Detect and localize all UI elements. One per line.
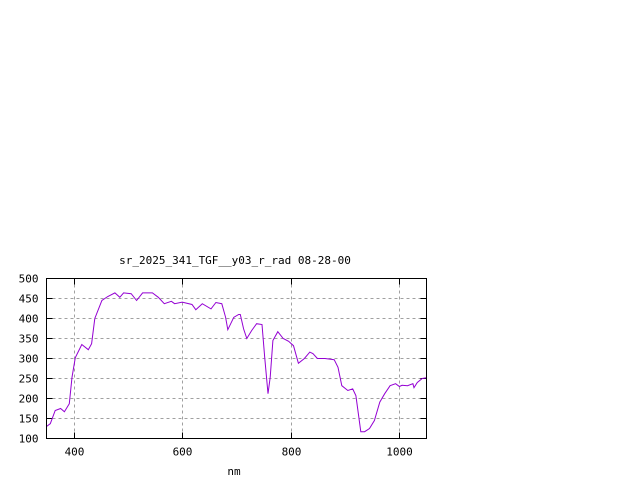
y-tick-label: 250 [19, 373, 39, 386]
grid [46, 278, 427, 439]
chart-title: sr_2025_341_TGF__y03_r_rad 08-28-00 [119, 254, 351, 267]
y-tick-label: 100 [19, 433, 39, 446]
x-tick-label: 400 [65, 446, 85, 459]
y-tick-label: 150 [19, 413, 39, 426]
x-tick-label: 1000 [386, 446, 413, 459]
y-tick-label: 200 [19, 393, 39, 406]
axis-ticks: 100 150 200 250 300 350 400 450 500 400 600 800 1000 [19, 273, 427, 459]
x-axis-label: nm [227, 465, 241, 478]
x-tick-label: 600 [173, 446, 193, 459]
y-tick-label: 400 [19, 313, 39, 326]
plot-border [46, 278, 427, 439]
y-tick-label: 500 [19, 273, 39, 286]
x-tick-label: 800 [282, 446, 302, 459]
y-tick-label: 350 [19, 333, 39, 346]
y-tick-label: 300 [19, 353, 39, 366]
series-line [46, 292, 427, 433]
y-tick-label: 450 [19, 293, 39, 306]
